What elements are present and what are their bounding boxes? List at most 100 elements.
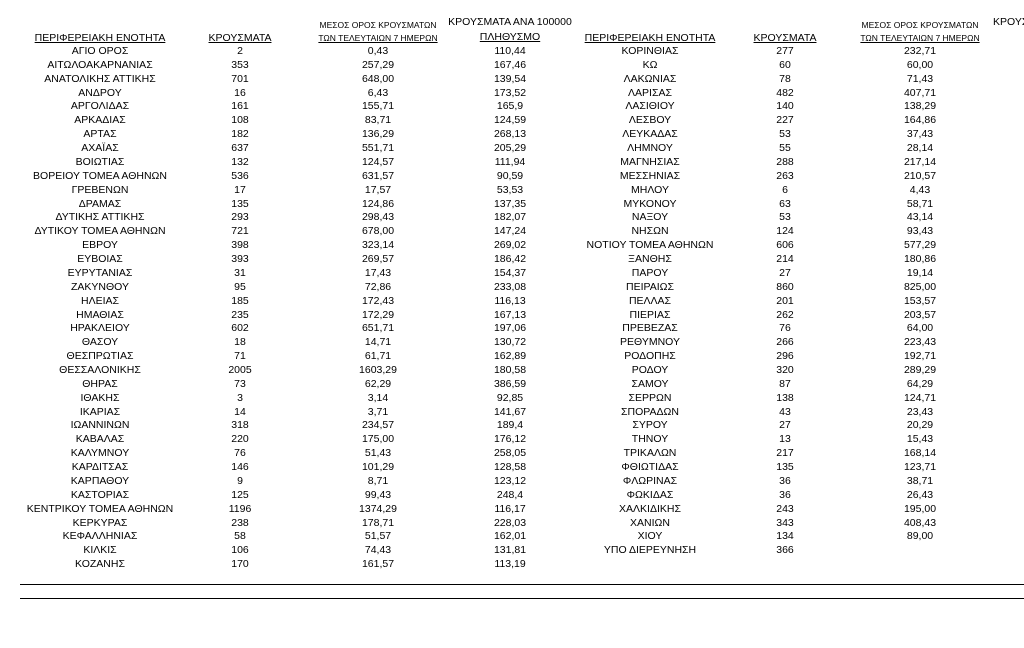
- region-name: ΡΕΘΥΜΝΟΥ: [619, 336, 681, 349]
- cell-value: 168,14: [903, 447, 937, 460]
- region-name: ΑΓΙΟ ΟΡΟΣ: [71, 45, 129, 57]
- cell-value: 185: [231, 294, 249, 307]
- cell-value: 165,9: [496, 100, 524, 113]
- cell-value: 3: [237, 391, 243, 404]
- region-name: ΚΟΡΙΝΘΙΑΣ: [621, 45, 679, 57]
- cell-value: 180,58: [493, 364, 527, 376]
- cell-value: 393: [231, 253, 249, 266]
- cell-value: 124,57: [361, 155, 395, 168]
- column-header: ΠΕΡΙΦΕΡΕΙΑΚΗ ΕΝΟΤΗΤΑ: [34, 32, 166, 44]
- cell-value: 162,01: [493, 530, 527, 543]
- cell-value: 172,29: [361, 308, 395, 321]
- region-name: ΚΙΛΚΙΣ: [83, 544, 117, 557]
- region-name: ΠΕΛΛΑΣ: [628, 294, 672, 307]
- region-name: ΚΑΛΥΜΝΟΥ: [70, 447, 130, 460]
- cell-value: 154,37: [493, 266, 527, 279]
- cell-value: 53: [779, 211, 791, 224]
- cell-value: 17,57: [364, 183, 392, 196]
- region-name: ΛΑΣΙΘΙΟΥ: [625, 100, 675, 113]
- region-name: ΞΑΝΘΗΣ: [628, 253, 672, 266]
- cell-value: 64,29: [906, 377, 934, 390]
- cell-value: 111,94: [494, 155, 526, 168]
- cell-value: 197,06: [493, 322, 527, 335]
- cell-value: 164,86: [903, 114, 937, 127]
- cell-value: 228,03: [493, 516, 527, 529]
- cell-value: 99,43: [364, 488, 392, 501]
- region-name: ΜΑΓΝΗΣΙΑΣ: [620, 155, 680, 168]
- cell-value: 186,42: [493, 253, 527, 266]
- cell-value: 2: [237, 45, 243, 57]
- region-name: ΠΑΡΟΥ: [631, 266, 669, 279]
- cell-value: 83,71: [364, 114, 392, 127]
- region-name: ΜΗΛΟΥ: [631, 183, 669, 196]
- cell-value: 8,71: [367, 474, 389, 487]
- cell-value: 386,59: [493, 377, 527, 390]
- cell-value: 58,71: [906, 197, 934, 210]
- cell-value: 135: [231, 197, 249, 210]
- cell-value: 23,43: [906, 405, 934, 418]
- region-name: ΚΕΡΚΥΡΑΣ: [72, 516, 128, 529]
- column-header: ΚΡΟΥΣ: [993, 16, 1024, 28]
- cell-value: 210,57: [903, 169, 937, 182]
- cell-value: 266: [776, 336, 794, 349]
- cell-value: 123,12: [493, 474, 527, 487]
- region-name: ΧΑΛΚΙΔΙΚΗΣ: [619, 502, 681, 515]
- cell-value: 366: [776, 544, 794, 557]
- cell-value: 72,86: [364, 280, 392, 293]
- cell-value: 43,14: [906, 211, 934, 224]
- cell-value: 162,89: [493, 350, 527, 363]
- region-name: ΚΑΡΠΑΘΟΥ: [70, 474, 130, 487]
- region-name: ΦΩΚΙΔΑΣ: [626, 488, 674, 501]
- cell-value: 19,14: [906, 266, 934, 279]
- region-name: ΚΟΖΑΝΗΣ: [75, 558, 125, 571]
- cell-value: 155,71: [361, 100, 395, 113]
- cell-value: 28,14: [906, 142, 934, 155]
- cell-value: 288: [776, 155, 794, 168]
- cell-value: 128,58: [493, 461, 527, 474]
- region-name: ΥΠΟ ΔΙΕΡΕΥΝΗΣΗ: [603, 544, 697, 557]
- region-name: ΦΘΙΩΤΙΔΑΣ: [621, 461, 679, 474]
- cell-value: 62,29: [364, 377, 392, 390]
- region-name: ΔΡΑΜΑΣ: [78, 197, 122, 210]
- cell-value: 536: [231, 169, 249, 182]
- cell-value: 651,71: [361, 322, 395, 335]
- region-name: ΛΑΡΙΣΑΣ: [628, 86, 672, 99]
- cell-value: 263: [776, 169, 794, 182]
- cell-value: 238: [231, 516, 249, 529]
- region-name: ΙΩΑΝΝΙΝΩΝ: [70, 419, 130, 432]
- cell-value: 95: [234, 280, 246, 293]
- region-name: ΚΕΝΤΡΙΚΟΥ ΤΟΜΕΑ ΑΘΗΝΩΝ: [26, 502, 174, 515]
- cell-value: 195,00: [903, 502, 937, 515]
- region-name: ΔΥΤΙΚΗΣ ΑΤΤΙΚΗΣ: [55, 211, 145, 224]
- column-header: ΜΕΣΟΣ ΟΡΟΣ ΚΡΟΥΣΜΑΤΩΝ: [861, 20, 979, 30]
- cell-value: 353: [231, 58, 249, 71]
- region-name: ΝΗΣΩΝ: [631, 225, 669, 238]
- region-name: ΠΙΕΡΙΑΣ: [629, 308, 671, 321]
- region-name: ΑΝΔΡΟΥ: [78, 86, 122, 99]
- region-name: ΑΡΤΑΣ: [83, 128, 117, 141]
- cell-value: 113,19: [494, 558, 526, 571]
- cell-value: 233,08: [493, 280, 527, 293]
- cell-value: 31: [234, 266, 246, 279]
- region-name: ΛΕΥΚΑΔΑΣ: [622, 128, 678, 141]
- cell-value: 298,43: [361, 211, 395, 224]
- cell-value: 1603,29: [359, 364, 397, 376]
- region-name: ΑΡΚΑΔΙΑΣ: [74, 114, 126, 127]
- cell-value: 87: [779, 377, 791, 390]
- cell-value: 134: [776, 530, 794, 543]
- region-name: ΙΚΑΡΙΑΣ: [79, 405, 121, 418]
- cell-value: 343: [776, 516, 794, 529]
- region-name: ΜΕΣΣΗΝΙΑΣ: [619, 169, 681, 182]
- cell-value: 132: [231, 155, 249, 168]
- cell-value: 73: [234, 377, 246, 390]
- cell-value: 398: [231, 239, 249, 252]
- cell-value: 408,43: [903, 516, 937, 529]
- cell-value: 17: [234, 183, 246, 196]
- cell-value: 36: [779, 474, 791, 487]
- region-name: ΑΧΑΪΑΣ: [81, 142, 119, 155]
- region-name: ΓΡΕΒΕΝΩΝ: [71, 183, 129, 196]
- cell-value: 3,71: [367, 405, 389, 418]
- column-header: ΤΩΝ ΤΕΛΕΥΤΑΙΩΝ 7 ΗΜΕΡΩΝ: [860, 33, 980, 43]
- region-name: ΠΕΙΡΑΙΩΣ: [626, 280, 674, 293]
- cell-value: 78: [779, 72, 791, 85]
